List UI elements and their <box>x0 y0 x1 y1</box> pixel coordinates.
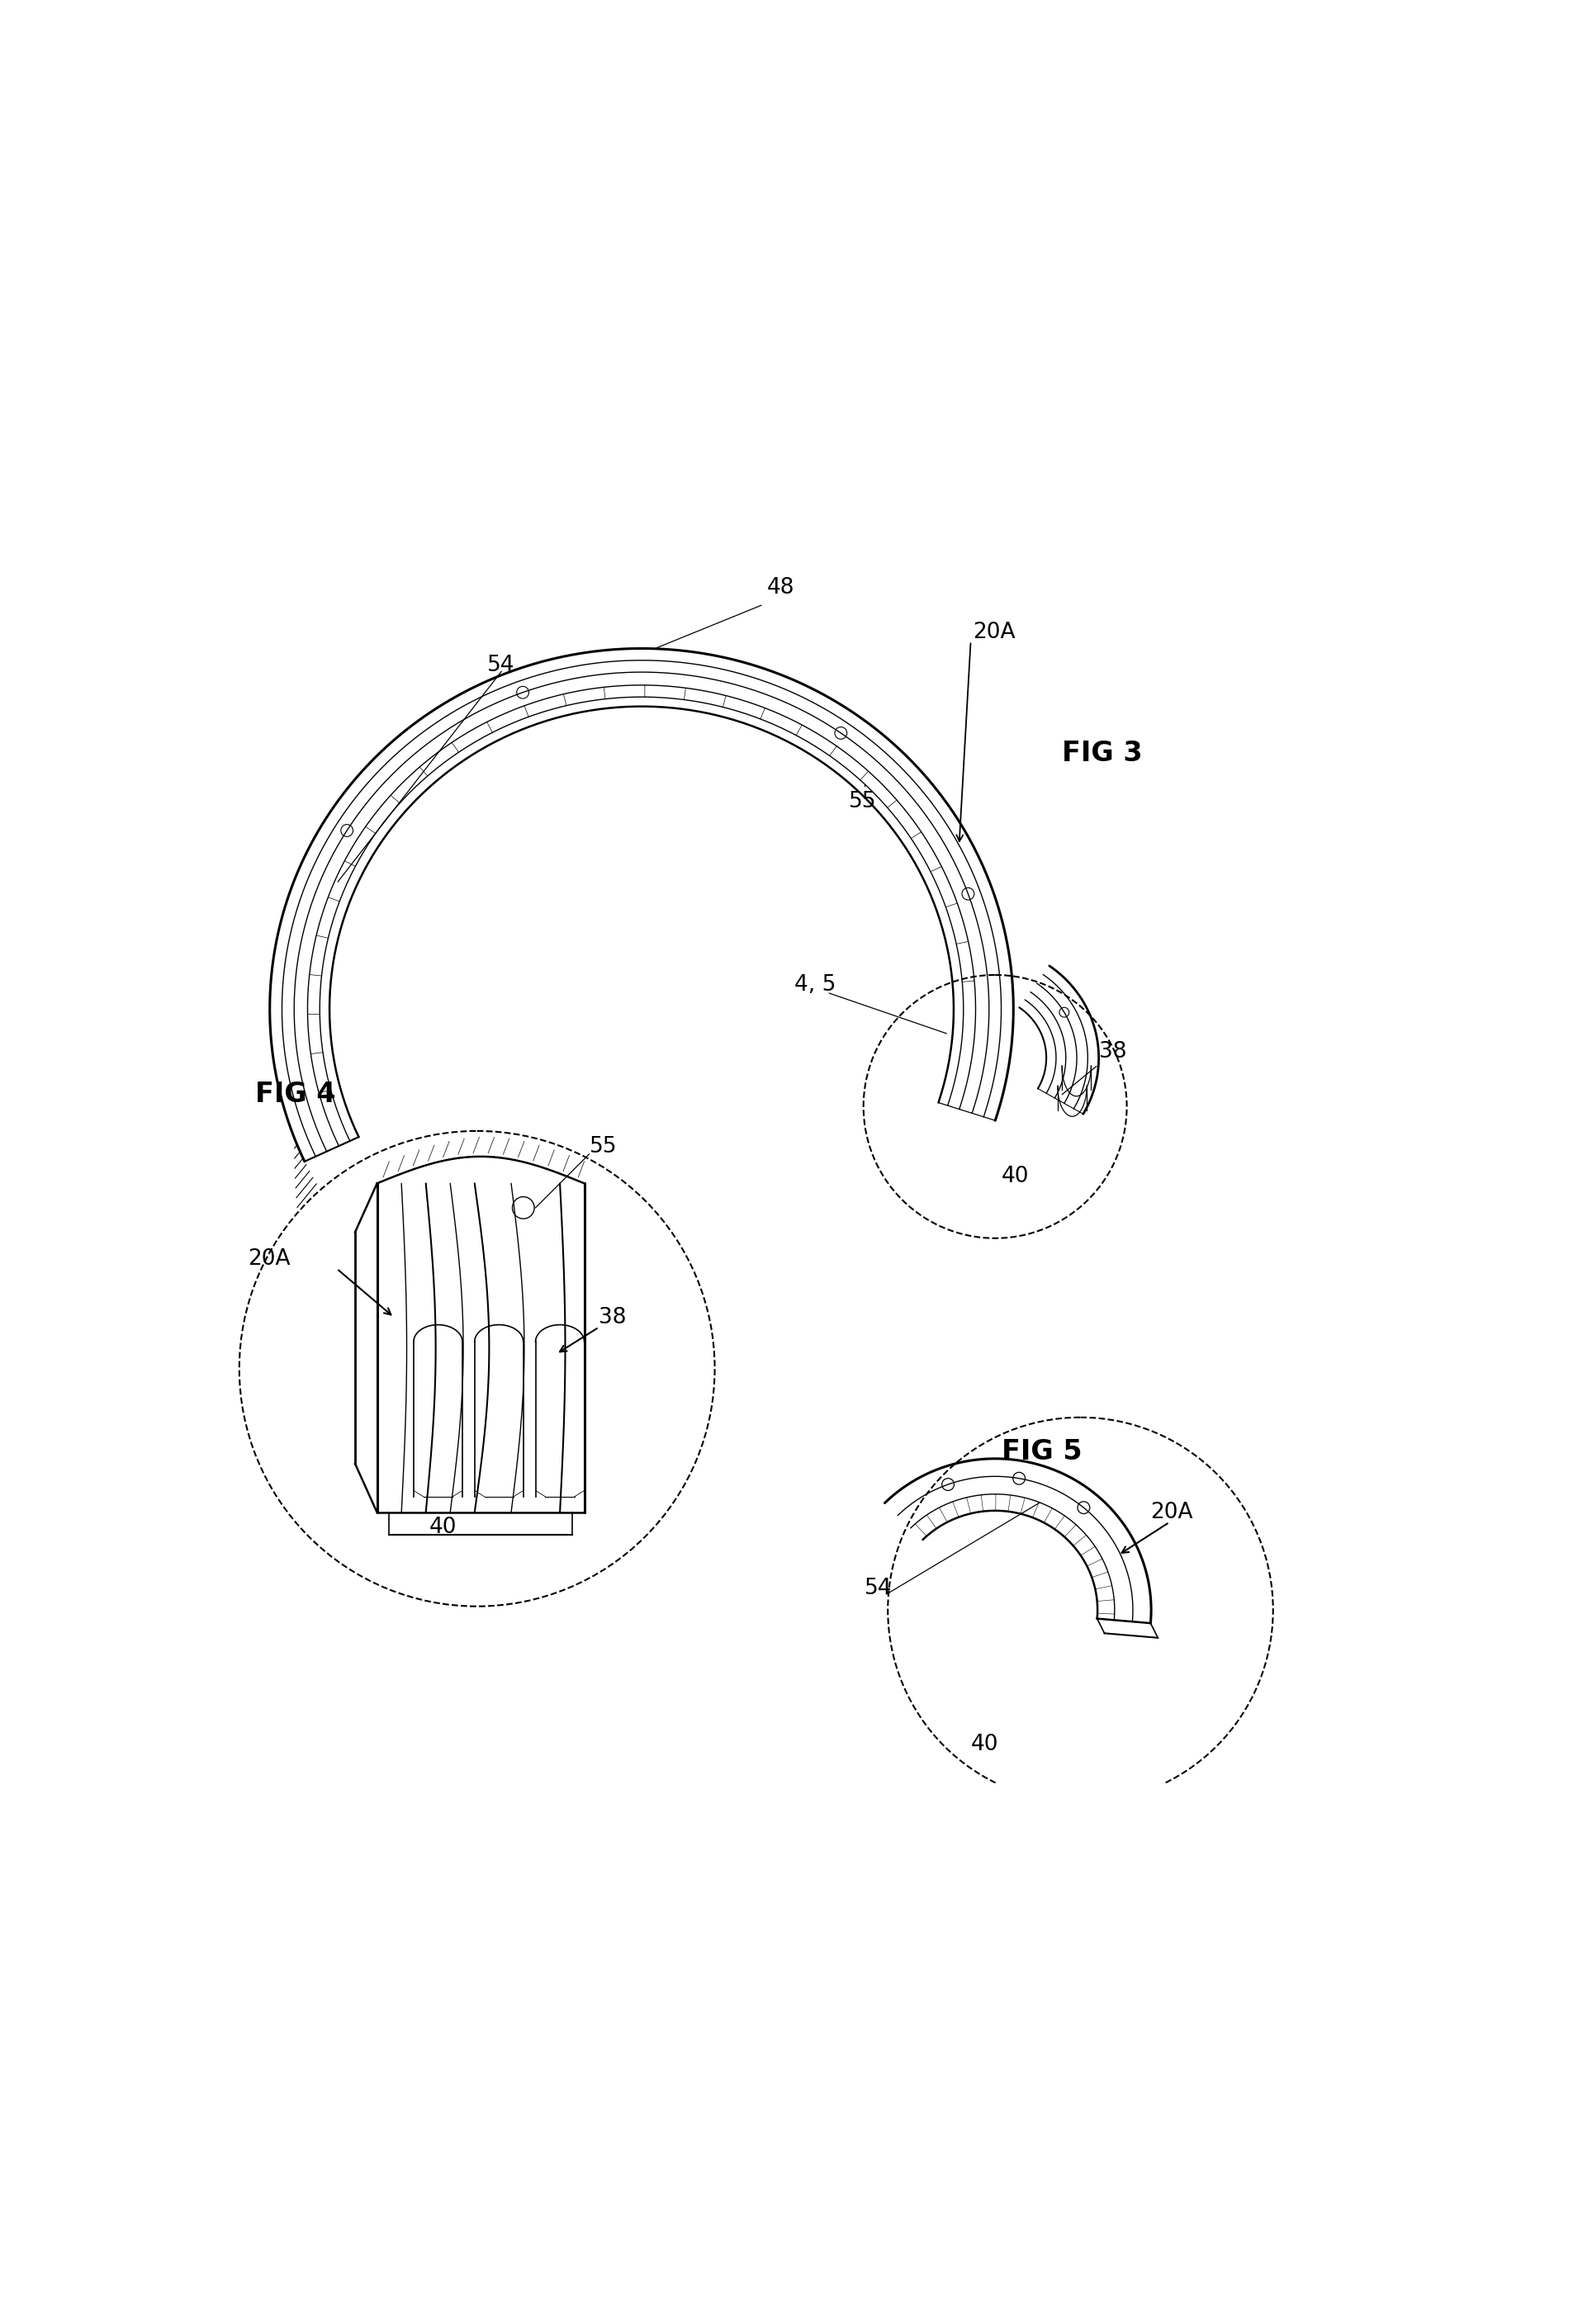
Text: 20A: 20A <box>974 623 1016 644</box>
Text: 40: 40 <box>971 1734 999 1755</box>
Text: 40: 40 <box>429 1515 456 1538</box>
Text: FIG 4: FIG 4 <box>255 1081 335 1109</box>
Text: 54: 54 <box>865 1578 892 1599</box>
Text: 20A: 20A <box>249 1248 291 1269</box>
Text: 20A: 20A <box>1150 1501 1192 1522</box>
Text: 54: 54 <box>486 655 514 676</box>
Text: 48: 48 <box>768 576 794 597</box>
Text: 4, 5: 4, 5 <box>794 974 835 995</box>
Text: FIG 3: FIG 3 <box>1062 739 1142 767</box>
Text: 55: 55 <box>590 1136 617 1157</box>
Text: FIG 5: FIG 5 <box>1000 1439 1082 1464</box>
Text: 55: 55 <box>849 786 876 813</box>
Text: 38: 38 <box>599 1306 626 1329</box>
Text: 40: 40 <box>1000 1164 1029 1188</box>
Text: 38: 38 <box>1098 1041 1126 1062</box>
